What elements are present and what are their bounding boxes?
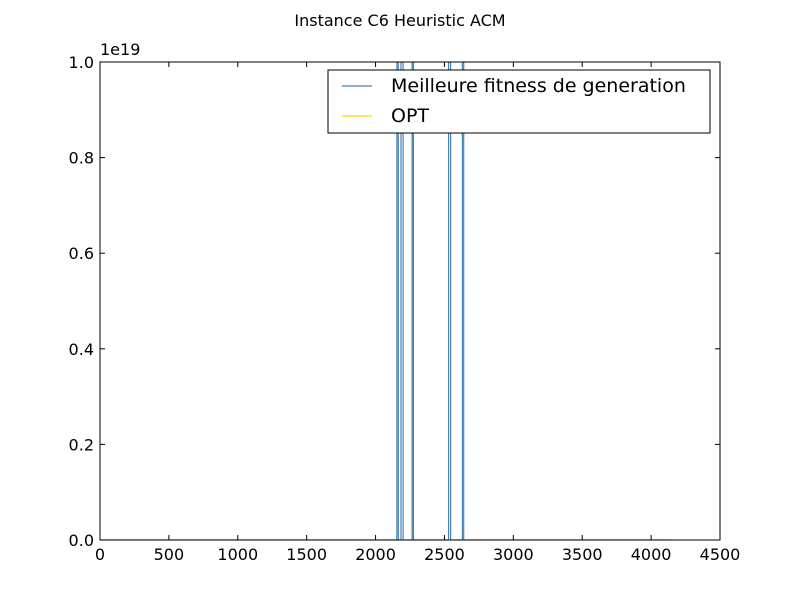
x-tick-label: 4500 xyxy=(700,545,741,564)
y-tick-label: 0.0 xyxy=(69,531,94,550)
y-tick-label: 0.6 xyxy=(69,244,94,263)
y-offset-label: 1e19 xyxy=(100,40,140,59)
legend-label-fitness: Meilleure fitness de generation xyxy=(391,75,686,97)
series-layer xyxy=(100,62,672,540)
x-tick-label: 2500 xyxy=(424,545,465,564)
legend-label-opt: OPT xyxy=(391,105,429,127)
chart-title: Instance C6 Heuristic ACM xyxy=(294,11,505,30)
x-tick-label: 1500 xyxy=(286,545,327,564)
x-tick-label: 500 xyxy=(154,545,185,564)
x-tick-label: 0 xyxy=(95,545,105,564)
x-tick-label: 4000 xyxy=(631,545,672,564)
y-tick-label: 1.0 xyxy=(69,53,94,72)
x-tick-label: 2000 xyxy=(355,545,396,564)
y-tick-label: 0.8 xyxy=(69,149,94,168)
series-line-fitness xyxy=(100,62,672,540)
ticks-layer: 0 500 1000 1500 2000 2500 3000 3500 4000 4500 0.0 0… xyxy=(69,53,741,564)
x-tick-label: 3500 xyxy=(562,545,603,564)
x-tick-label: 1000 xyxy=(217,545,258,564)
y-tick-label: 0.4 xyxy=(69,340,94,359)
y-tick-label: 0.2 xyxy=(69,435,94,454)
legend: Meilleure fitness de generation OPT xyxy=(327,69,711,134)
legend-box xyxy=(327,69,711,134)
plot-frame xyxy=(99,61,721,541)
x-tick-label: 3000 xyxy=(493,545,534,564)
